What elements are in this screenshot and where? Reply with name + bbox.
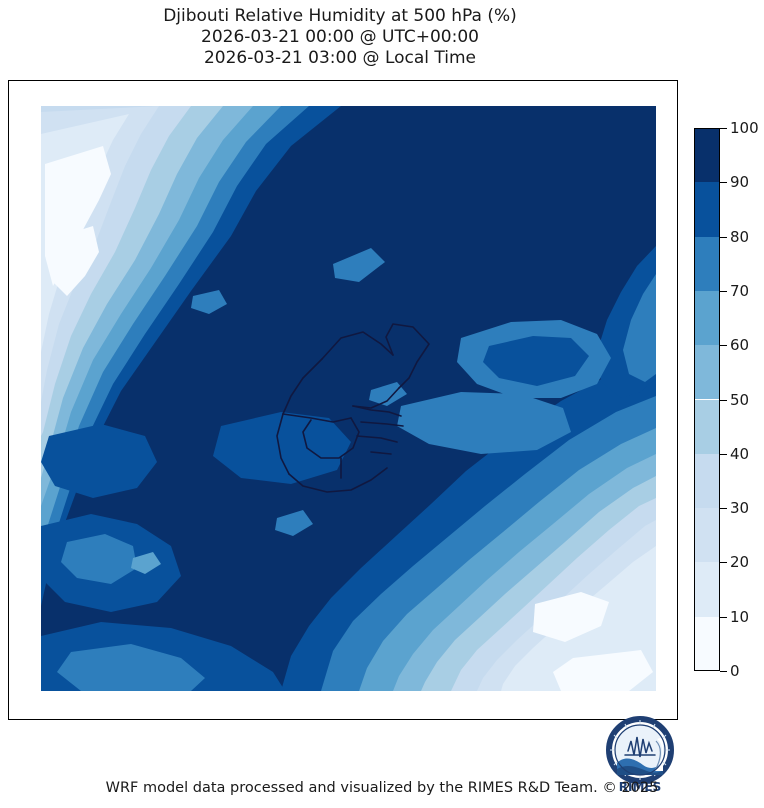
colorbar-band-90-100	[694, 128, 720, 183]
colorbar-band-80-90	[694, 182, 720, 237]
country-outline-djibouti	[276, 323, 430, 493]
band-0-10-nw-b	[53, 226, 99, 296]
colorbar-tick-90	[720, 182, 727, 184]
band-0-10-se-a	[533, 592, 609, 642]
colorbar-tick-0	[720, 671, 727, 672]
band-0-10-se-b	[553, 650, 653, 691]
colorbar-band-50-60	[694, 345, 720, 400]
colorbar-label-100: 100	[730, 119, 759, 137]
map-plot-frame: RIMES	[8, 80, 678, 794]
band-70-80-west-b-core	[61, 534, 137, 584]
band-70-80-ne	[623, 274, 656, 382]
colorbar-band-30-40	[694, 453, 720, 509]
colorbar-tick-40	[720, 453, 727, 455]
band-70-80-eastmid	[397, 392, 571, 454]
colorbar-label-60: 60	[730, 336, 750, 355]
colorbar-label-30: 30	[730, 499, 750, 518]
rimes-logo: RIMES	[601, 715, 679, 795]
title-line-utc-time: 2026-03-21 00:00 @ UTC+00:00	[201, 27, 479, 47]
speckle-a	[191, 290, 227, 314]
colorbar-label-90: 90	[730, 173, 750, 192]
colorbar-band-0-10	[694, 616, 720, 671]
colorbar-label-40: 40	[730, 444, 750, 463]
humidity-contour-map	[41, 106, 656, 691]
map-canvas[interactable]	[41, 106, 656, 691]
colorbar-label-80: 80	[730, 227, 750, 246]
colorbar-tick-30	[720, 508, 727, 510]
colorbar-tick-80	[720, 236, 727, 238]
speckle-b	[333, 248, 385, 282]
colorbar-tick-10	[720, 616, 727, 618]
colorbar-tick-20	[720, 562, 727, 564]
colorbar[interactable]: 100 90 80 70 60 50 40 30 20 10 0	[694, 121, 759, 679]
colorbar-band-20-30	[694, 508, 720, 563]
speckle-c	[275, 510, 313, 536]
footer-credit: WRF model data processed and visualized …	[105, 780, 659, 796]
colorbar-tick-50	[720, 399, 727, 401]
band-70-80-southwest-core	[57, 644, 205, 691]
colorbar-band-10-20	[694, 562, 720, 617]
title-line-local-time: 2026-03-21 03:00 @ Local Time	[203, 48, 477, 68]
colorbar-label-0: 0	[730, 662, 740, 680]
colorbar-label-20: 20	[730, 553, 750, 572]
colorbar-band-60-70	[694, 290, 720, 346]
colorbar-label-70: 70	[730, 281, 750, 300]
colorbar-band-70-80	[694, 236, 720, 291]
colorbar-tick-70	[720, 290, 727, 292]
colorbar-label-10: 10	[730, 607, 750, 626]
band-80-90-east-core	[483, 336, 589, 386]
band-80-90-centralwest	[213, 412, 351, 484]
speckle-e	[369, 382, 407, 406]
rimes-logo-graphic: RIMES	[606, 716, 674, 794]
colorbar-label-50: 50	[730, 390, 750, 409]
speckle-d	[131, 552, 161, 574]
colorbar-band-40-50	[694, 399, 720, 454]
page-title: Djibouti Relative Humidity at 500 hPa (%…	[0, 6, 680, 69]
rimes-wordmark: RIMES	[619, 780, 662, 794]
colorbar-tick-60	[720, 345, 727, 347]
title-line-variable: Djibouti Relative Humidity at 500 hPa (%…	[163, 6, 517, 26]
band-80-90-west-a	[41, 424, 157, 498]
colorbar-tick-100	[720, 128, 727, 129]
